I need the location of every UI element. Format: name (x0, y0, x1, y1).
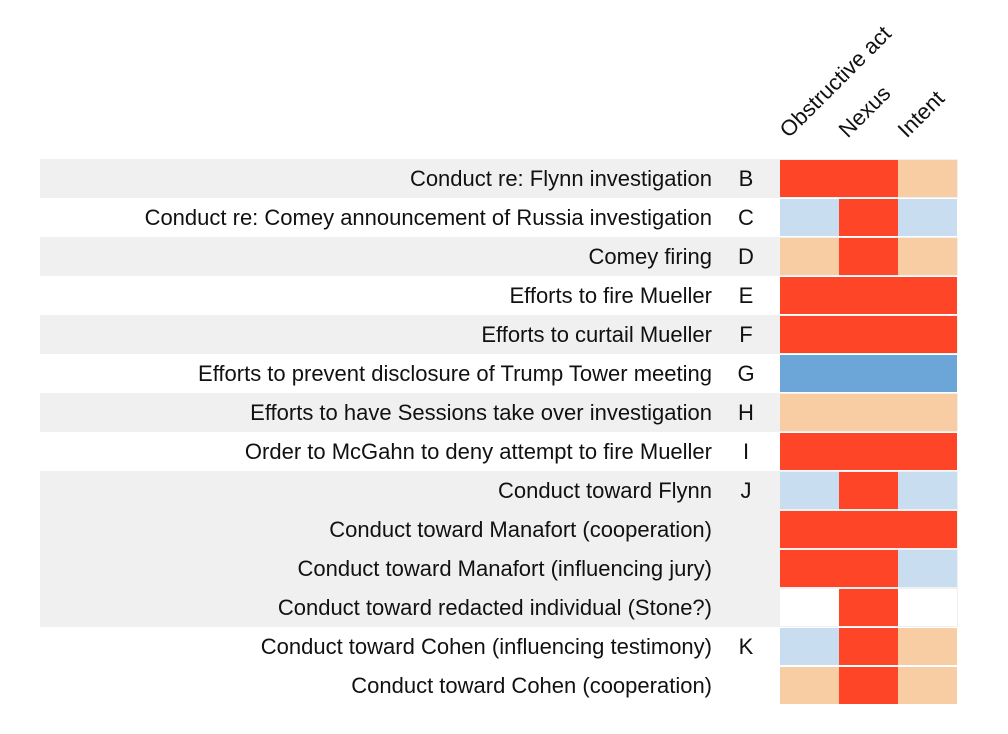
heatmap-cell (898, 589, 957, 626)
heatmap-cell (839, 238, 898, 275)
heatmap-cell (839, 628, 898, 665)
row-label: Comey firing (588, 244, 712, 269)
heatmap-cell (839, 160, 898, 197)
row-letter: E (738, 283, 754, 308)
row-label: Efforts to fire Mueller (509, 283, 712, 308)
column-header: Intent (892, 85, 950, 143)
row-letter (736, 549, 756, 588)
heatmap-cell (780, 589, 839, 626)
heatmap-cell (780, 394, 839, 431)
heatmap-cell (839, 277, 898, 314)
heatmap-cell (898, 199, 957, 236)
heatmap-cell (898, 472, 957, 509)
heatmap-cell (898, 160, 957, 197)
row-label: Order to McGahn to deny attempt to fire … (244, 439, 712, 464)
row-letter: H (738, 400, 754, 425)
heatmap-cell (898, 355, 957, 392)
row-letter: D (738, 244, 754, 269)
heatmap-cell (780, 160, 839, 197)
row-label: Conduct toward Cohen (cooperation) (351, 673, 712, 698)
heatmap-cell (780, 667, 839, 704)
row-label: Conduct re: Flynn investigation (409, 166, 712, 191)
heatmap-cell (780, 511, 839, 548)
heatmap-cell (839, 472, 898, 509)
heatmap-cell (839, 355, 898, 392)
heatmap-cell (839, 433, 898, 470)
heatmap-cell (780, 199, 839, 236)
heatmap-cell (898, 394, 957, 431)
heatmap-cell (780, 628, 839, 665)
row-letter: B (738, 166, 754, 191)
row-letter (736, 666, 756, 705)
heatmap-cell (780, 238, 839, 275)
heatmap-cell (780, 277, 839, 314)
row-letter: I (742, 439, 750, 464)
heatmap-cell (839, 589, 898, 626)
heatmap-cell (780, 355, 839, 392)
heatmap-cell (898, 316, 957, 353)
row-letter: C (738, 205, 754, 230)
heatmap-cell (839, 394, 898, 431)
heatmap-cell (898, 628, 957, 665)
row-label: Conduct toward Cohen (influencing testim… (260, 634, 712, 659)
row-label: Conduct toward Manafort (cooperation) (329, 517, 712, 542)
heatmap-cell (780, 550, 839, 587)
heatmap-cell (898, 667, 957, 704)
row-letter (736, 588, 756, 627)
heatmap-cell (898, 550, 957, 587)
row-letter: F (739, 322, 753, 347)
row-letter: J (740, 478, 752, 503)
row-label: Conduct re: Comey announcement of Russia… (144, 205, 712, 230)
heatmap-cell (839, 667, 898, 704)
heatmap-cell (839, 199, 898, 236)
heatmap-cell (839, 316, 898, 353)
row-letter: G (737, 361, 755, 386)
row-letter: K (738, 634, 754, 659)
heatmap-cell (898, 433, 957, 470)
heatmap-cell (898, 511, 957, 548)
heatmap-cell (780, 472, 839, 509)
heatmap-cell (898, 277, 957, 314)
heatmap-cell (839, 550, 898, 587)
row-label: Efforts to prevent disclosure of Trump T… (198, 361, 712, 386)
row-label: Conduct toward Flynn (498, 478, 712, 503)
heatmap-cell (839, 511, 898, 548)
row-letter (736, 510, 756, 549)
heatmap-cell (898, 238, 957, 275)
heatmap-cell (780, 433, 839, 470)
row-label: Efforts to curtail Mueller (481, 322, 712, 347)
row-label: Conduct toward redacted individual (Ston… (277, 595, 712, 620)
row-label: Efforts to have Sessions take over inves… (250, 400, 712, 425)
heatmap-cell (780, 316, 839, 353)
row-label: Conduct toward Manafort (influencing jur… (297, 556, 712, 581)
